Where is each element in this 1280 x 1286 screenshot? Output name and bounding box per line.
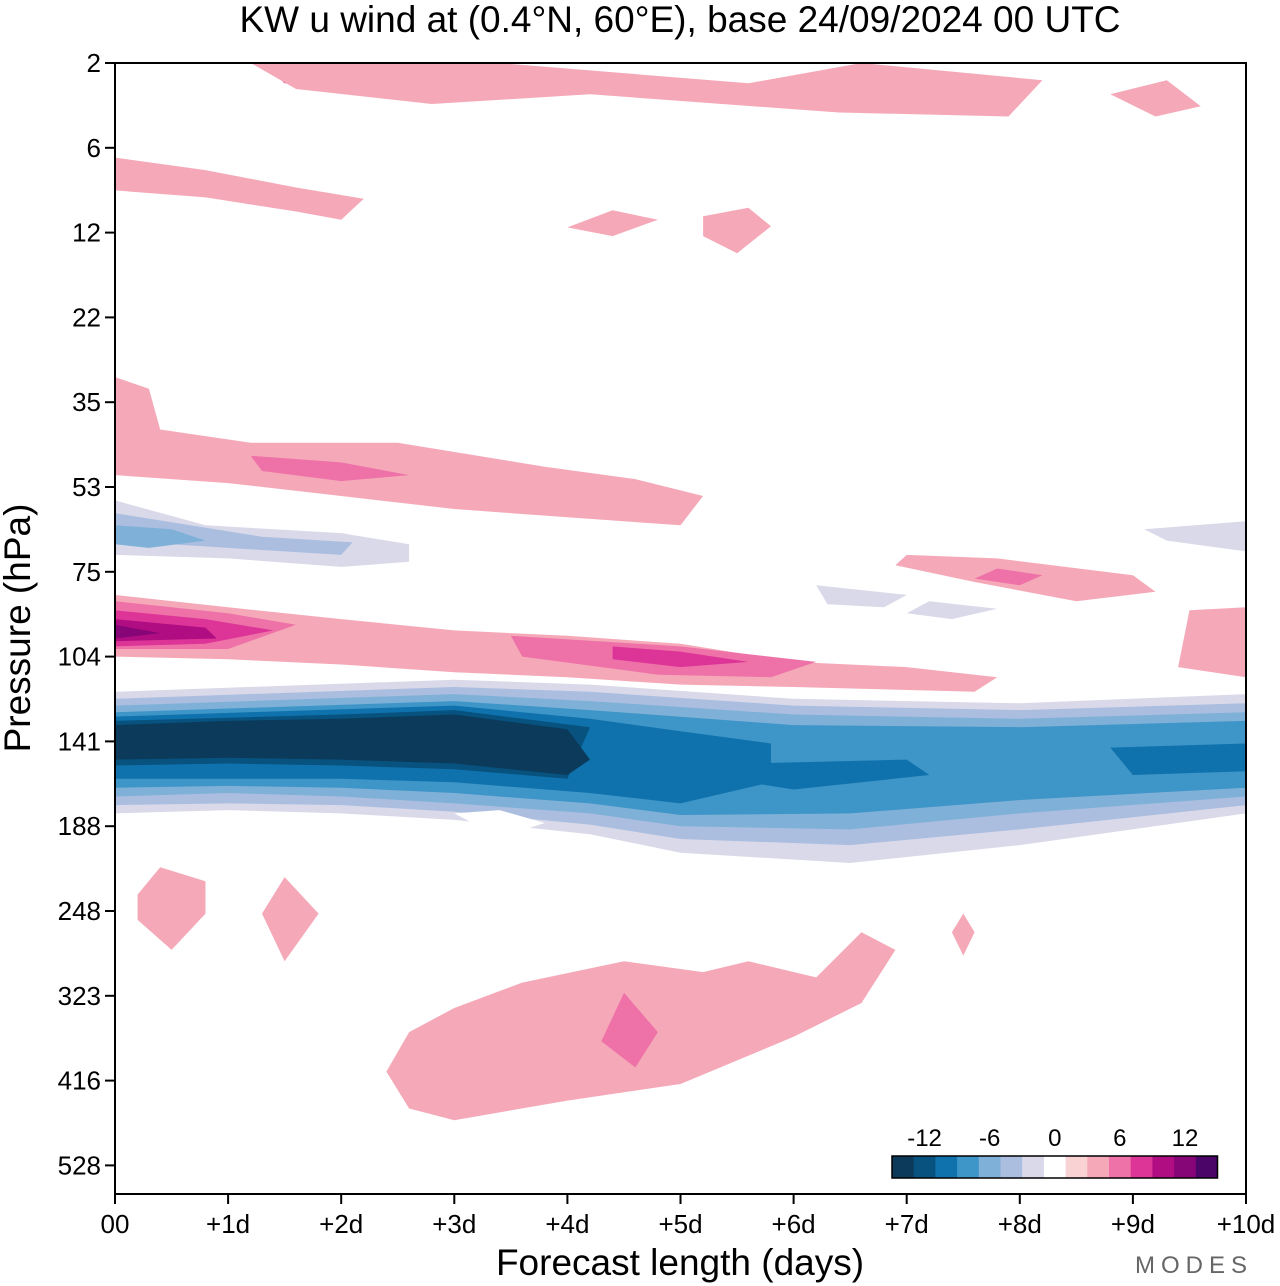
contour-band bbox=[906, 601, 998, 620]
contour-band bbox=[115, 525, 206, 548]
y-axis-label: Pressure (hPa) bbox=[0, 504, 38, 753]
y-tick-label: 6 bbox=[87, 133, 101, 163]
y-tick-label: 12 bbox=[72, 218, 101, 248]
colorbar-swatch bbox=[978, 1156, 1001, 1178]
contour-bands bbox=[115, 63, 1246, 1121]
contour-band bbox=[951, 913, 975, 956]
colorbar: -12 -6 0 6 12 bbox=[891, 1125, 1219, 1179]
contour-band bbox=[137, 867, 206, 950]
colorbar-swatch bbox=[892, 1156, 915, 1178]
contour-band bbox=[250, 455, 410, 482]
contour-band bbox=[974, 568, 1043, 586]
y-tick-label: 248 bbox=[58, 896, 101, 926]
colorbar-frame bbox=[891, 1155, 1219, 1179]
colorbar-swatch bbox=[1152, 1156, 1175, 1178]
x-tick-label: +1d bbox=[206, 1209, 250, 1239]
x-tick-label: +5d bbox=[658, 1209, 702, 1239]
x-tick-label: 00 bbox=[101, 1209, 130, 1239]
colorbar-swatch bbox=[957, 1156, 980, 1178]
contour-band bbox=[1166, 350, 1246, 378]
contour-band bbox=[1144, 521, 1246, 552]
contour-band bbox=[454, 810, 545, 838]
contour-band bbox=[612, 646, 749, 668]
y-tick-label: 141 bbox=[58, 726, 101, 756]
y-tick-label: 22 bbox=[72, 302, 101, 332]
contour-band bbox=[454, 259, 670, 334]
colorbar-swatch bbox=[1195, 1156, 1218, 1178]
contour-band bbox=[115, 619, 217, 642]
contour-band bbox=[262, 325, 296, 366]
colorbar-swatch bbox=[1109, 1156, 1132, 1178]
contour-band bbox=[1042, 141, 1167, 158]
contour-band bbox=[115, 377, 704, 526]
contour-band bbox=[748, 759, 930, 790]
colorbar-label: -12 bbox=[907, 1125, 942, 1152]
colorbar-swatch bbox=[1022, 1156, 1045, 1178]
x-tick-label: +7d bbox=[885, 1209, 929, 1239]
contour-band bbox=[115, 157, 364, 220]
x-tick-label: +6d bbox=[772, 1209, 816, 1239]
contour-band bbox=[262, 877, 319, 962]
contour-band bbox=[567, 210, 658, 237]
y-tick-label: 104 bbox=[58, 642, 101, 672]
y-tick-label: 528 bbox=[58, 1150, 101, 1180]
colorbar-swatch bbox=[1043, 1156, 1067, 1178]
contour-band bbox=[590, 540, 1088, 625]
x-tick-label: +10d bbox=[1217, 1209, 1276, 1239]
colorbar-label: -6 bbox=[979, 1125, 1000, 1152]
x-tick-label: +4d bbox=[545, 1209, 589, 1239]
x-tick-label: +9d bbox=[1111, 1209, 1155, 1239]
x-tick-label: +8d bbox=[998, 1209, 1042, 1239]
contour-band bbox=[115, 513, 353, 555]
x-tick-label: +2d bbox=[319, 1209, 363, 1239]
contour-band bbox=[126, 106, 432, 142]
contour-band bbox=[714, 127, 828, 150]
contour-band bbox=[703, 207, 771, 254]
x-axis-label: Forecast length (days) bbox=[496, 1242, 864, 1283]
y-tick-label: 2 bbox=[87, 48, 101, 78]
contour-band bbox=[601, 992, 658, 1068]
contour-band bbox=[115, 624, 161, 639]
colorbar-swatch bbox=[913, 1156, 936, 1178]
colorbar-swatch bbox=[1000, 1156, 1023, 1178]
contour-band bbox=[115, 714, 590, 775]
y-tick-label: 75 bbox=[72, 557, 101, 587]
colorbar-swatch bbox=[1087, 1156, 1110, 1178]
colorbar-swatch bbox=[1174, 1156, 1197, 1178]
x-tick-label: +3d bbox=[432, 1209, 476, 1239]
y-tick-label: 35 bbox=[72, 387, 101, 417]
chart-title: KW u wind at (0.4°N, 60°E), base 24/09/2… bbox=[239, 0, 1120, 40]
x-axis: 00 +1d +2d +3d +4d +5d +6d +7d +8d +9d +10d bbox=[101, 1194, 1276, 1239]
y-tick-label: 416 bbox=[58, 1066, 101, 1096]
colorbar-label: 0 bbox=[1048, 1125, 1061, 1152]
colorbar-swatch bbox=[1130, 1156, 1153, 1178]
contour-band bbox=[816, 585, 907, 608]
colorbar-label: 6 bbox=[1113, 1125, 1126, 1152]
contour-band bbox=[250, 63, 1043, 117]
colorbar-label: 12 bbox=[1172, 1125, 1199, 1152]
contour-band bbox=[1110, 80, 1201, 117]
contour-band bbox=[1110, 743, 1246, 775]
contour-band bbox=[963, 509, 1246, 559]
colorbar-swatch bbox=[935, 1156, 958, 1178]
brand-logo: MODES bbox=[1135, 1252, 1253, 1279]
y-tick-label: 323 bbox=[58, 981, 101, 1011]
contour-band bbox=[182, 285, 240, 311]
y-axis: 2 6 12 22 35 53 75 104 141 188 248 323 416 528 bbox=[58, 48, 115, 1180]
colorbar-swatch bbox=[1065, 1156, 1088, 1178]
contour-band bbox=[1178, 607, 1246, 678]
y-tick-label: 188 bbox=[58, 811, 101, 841]
y-tick-label: 53 bbox=[72, 472, 101, 502]
